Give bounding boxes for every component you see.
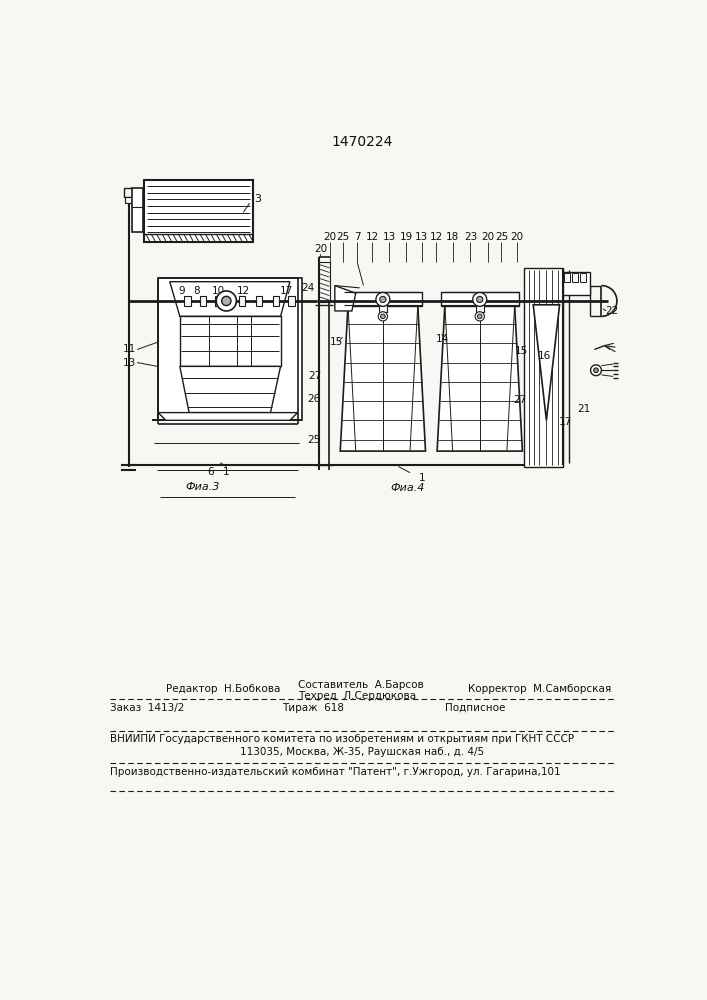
Text: 26: 26 [308, 394, 320, 404]
Text: Корректор  М.Самборская: Корректор М.Самборская [468, 684, 612, 694]
Text: 14: 14 [436, 334, 449, 344]
Bar [200, 296, 206, 306]
Polygon shape [180, 366, 281, 413]
Text: 17: 17 [279, 286, 293, 296]
Bar [563, 272, 590, 295]
Circle shape [590, 365, 602, 376]
Text: 20: 20 [315, 244, 327, 254]
Text: 25: 25 [495, 232, 508, 242]
Text: 13: 13 [382, 232, 396, 242]
Bar [288, 296, 295, 306]
Text: 3: 3 [254, 194, 261, 204]
Circle shape [473, 292, 486, 306]
Text: 18: 18 [446, 232, 460, 242]
Polygon shape [335, 286, 356, 311]
Bar [124, 188, 134, 197]
Text: 21: 21 [577, 404, 590, 414]
Bar [216, 296, 222, 306]
Text: 9: 9 [178, 286, 185, 296]
Text: 1: 1 [419, 473, 425, 483]
Text: 7: 7 [354, 232, 361, 242]
Text: 27: 27 [513, 395, 527, 405]
Text: Фиа.3: Фиа.3 [186, 482, 221, 492]
Text: 20: 20 [481, 232, 494, 242]
Text: 25: 25 [336, 232, 349, 242]
Circle shape [475, 312, 484, 321]
Text: Подписное: Подписное [445, 703, 506, 713]
Text: 13: 13 [415, 232, 428, 242]
Text: Фиа.4: Фиа.4 [390, 483, 425, 493]
Text: 12: 12 [430, 232, 443, 242]
Circle shape [222, 296, 231, 306]
Text: 20: 20 [324, 232, 337, 242]
Text: 22: 22 [605, 306, 618, 316]
Bar [441, 292, 518, 306]
Bar [344, 292, 421, 306]
Text: Заказ  1413/2: Заказ 1413/2 [110, 703, 185, 713]
Bar [320, 262, 330, 302]
Text: 12: 12 [366, 232, 379, 242]
Text: 1470224: 1470224 [332, 135, 392, 149]
Text: 11: 11 [123, 344, 136, 354]
Text: 24: 24 [301, 283, 315, 293]
Text: 15: 15 [515, 346, 528, 356]
Polygon shape [533, 305, 559, 420]
Text: 20: 20 [510, 232, 523, 242]
Text: 27: 27 [308, 371, 321, 381]
Text: Производственно-издательский комбинат "Патент", г.Ужгород, ул. Гагарина,101: Производственно-издательский комбинат "П… [110, 767, 561, 777]
Polygon shape [437, 305, 522, 451]
Circle shape [477, 314, 482, 319]
Circle shape [216, 291, 236, 311]
Text: 17: 17 [559, 417, 572, 427]
Bar [185, 296, 191, 306]
Bar [239, 296, 245, 306]
Bar [273, 296, 279, 306]
Bar [132, 188, 143, 232]
Circle shape [380, 314, 385, 319]
Text: ВНИИПИ Государственного комитета по изобретениям и открытиям при ГКНТ СССР: ВНИИПИ Государственного комитета по изоб… [110, 734, 574, 744]
Text: 12: 12 [237, 286, 250, 296]
Bar [524, 268, 563, 466]
Bar [256, 296, 262, 306]
Bar [476, 305, 484, 312]
Circle shape [594, 368, 598, 373]
Polygon shape [340, 305, 426, 451]
Bar [379, 305, 387, 312]
Text: 16: 16 [537, 351, 551, 361]
Text: 25: 25 [308, 435, 320, 445]
Text: Тираж  618: Тираж 618 [282, 703, 344, 713]
Text: Составитель  А.Барсов: Составитель А.Барсов [298, 680, 423, 690]
Circle shape [378, 312, 387, 321]
Polygon shape [158, 413, 298, 420]
Text: 19: 19 [399, 232, 413, 242]
Text: 1: 1 [223, 467, 230, 477]
Text: 15: 15 [329, 337, 343, 347]
Text: 10: 10 [212, 286, 225, 296]
Bar [572, 273, 578, 282]
Bar [580, 273, 586, 282]
Circle shape [477, 296, 483, 302]
Polygon shape [170, 282, 290, 316]
Bar [180, 316, 281, 366]
Text: 13: 13 [123, 358, 136, 368]
Bar [144, 180, 252, 242]
Text: Техред  Л.Сердюкова: Техред Л.Сердюкова [298, 691, 416, 701]
Text: 23: 23 [464, 232, 477, 242]
Text: 8: 8 [194, 286, 200, 296]
Text: Редактор  Н.Бобкова: Редактор Н.Бобкова [166, 684, 280, 694]
Bar [125, 197, 132, 203]
Bar [564, 273, 571, 282]
Bar [158, 278, 301, 420]
Circle shape [380, 296, 386, 302]
Text: 113035, Москва, Ж-35, Раушская наб., д. 4/5: 113035, Москва, Ж-35, Раушская наб., д. … [240, 747, 484, 757]
Text: 6: 6 [208, 467, 214, 477]
Circle shape [376, 292, 390, 306]
